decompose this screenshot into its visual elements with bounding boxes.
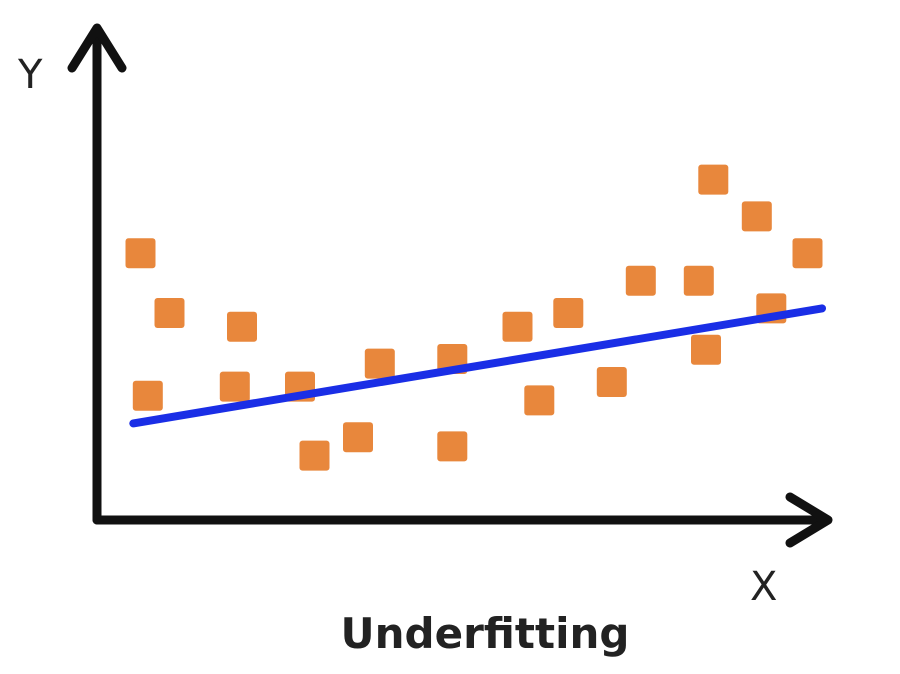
data-point [154, 298, 185, 328]
data-point [524, 385, 555, 416]
data-point [683, 265, 714, 296]
fit-line [129, 304, 826, 428]
data-points [125, 164, 823, 471]
data-point [553, 298, 584, 328]
axes [67, 23, 833, 548]
data-point [227, 311, 257, 342]
data-point [792, 238, 823, 269]
data-point [125, 238, 156, 269]
y-axis-arrowhead [67, 23, 127, 73]
chart-title: Underfitting [341, 609, 630, 658]
data-point [625, 265, 656, 296]
data-point [219, 371, 250, 402]
data-point [364, 348, 395, 379]
data-point [299, 440, 330, 471]
data-point [596, 367, 627, 397]
data-point [741, 201, 772, 232]
y-axis-label: Y [17, 52, 43, 98]
data-point [343, 422, 373, 453]
x-axis-label: X [750, 564, 777, 610]
data-point [132, 380, 163, 411]
data-point [691, 334, 721, 365]
data-point [502, 311, 533, 342]
data-point [437, 431, 468, 462]
x-axis-arrowhead [785, 492, 833, 548]
data-point [698, 164, 729, 195]
